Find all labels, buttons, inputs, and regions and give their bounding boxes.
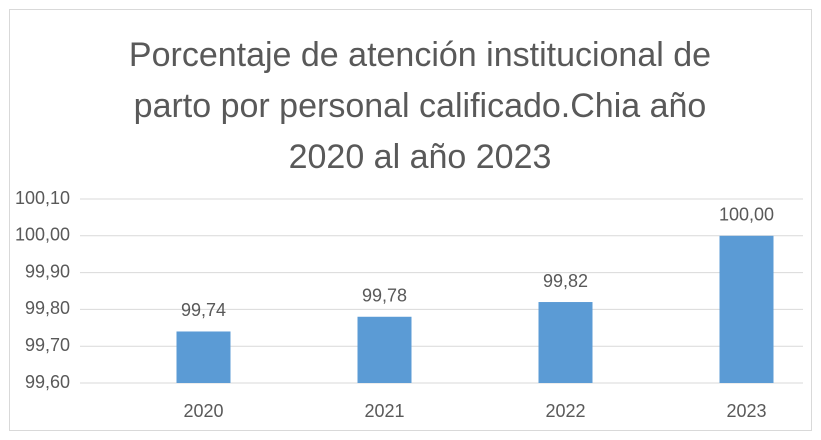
value-label: 99,82	[543, 271, 588, 291]
bar	[176, 331, 231, 383]
value-label: 99,74	[181, 300, 226, 320]
chart-title: Porcentaje de atención institucional de …	[128, 36, 712, 176]
y-tick-label: 99,70	[25, 335, 70, 355]
value-label: 100,00	[719, 205, 774, 225]
x-tick-label: 2021	[364, 401, 404, 421]
x-tick-label: 2022	[545, 401, 585, 421]
bar	[538, 302, 593, 383]
bar	[357, 316, 412, 383]
y-tick-label: 99,90	[25, 261, 70, 281]
y-tick-label: 100,00	[15, 225, 70, 245]
value-label: 99,78	[362, 286, 407, 306]
x-tick-label: 2023	[726, 401, 766, 421]
y-tick-label: 99,60	[25, 372, 70, 392]
bar	[719, 235, 774, 383]
y-tick-label: 100,10	[15, 188, 70, 208]
x-tick-label: 2020	[183, 401, 223, 421]
chart-frame	[9, 9, 812, 431]
y-tick-label: 99,80	[25, 298, 70, 318]
